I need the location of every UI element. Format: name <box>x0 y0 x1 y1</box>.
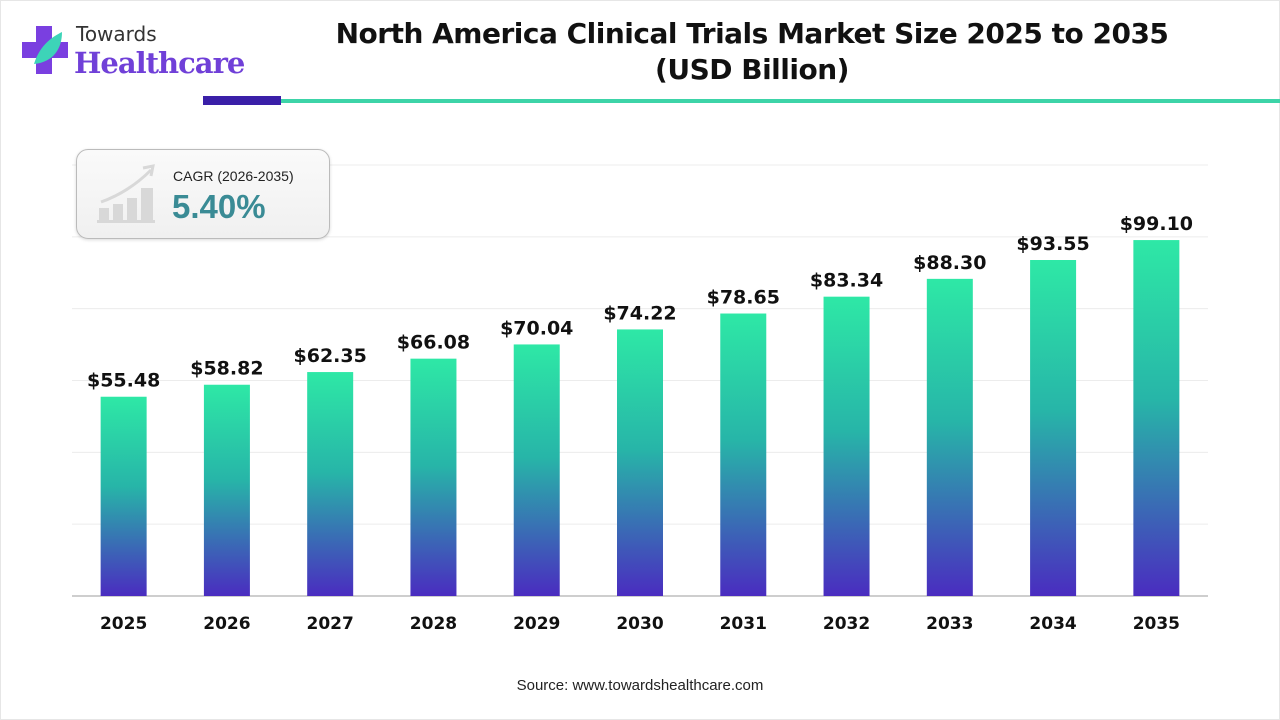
x-tick-label: 2029 <box>513 614 560 634</box>
logo: Towards Healthcare <box>20 22 245 83</box>
x-tick-label: 2030 <box>616 614 663 634</box>
cagr-box: CAGR (2026-2035) 5.40% <box>76 149 330 239</box>
data-label-2028: $66.08 <box>397 332 470 354</box>
logo-text-towards: Towards <box>76 22 157 46</box>
growth-chart-icon <box>97 164 155 223</box>
data-label-2033: $88.30 <box>913 252 986 274</box>
bar-2026 <box>203 384 250 596</box>
x-tick-label: 2027 <box>307 614 354 634</box>
title-line: North America Clinical Trials Market Siz… <box>335 17 1169 50</box>
data-label-2026: $58.82 <box>190 358 263 380</box>
chart-title: North America Clinical Trials Market Siz… <box>300 16 1204 88</box>
x-tick-label: 2025 <box>100 614 147 634</box>
title-underline-dark <box>203 96 281 105</box>
bar-2027 <box>307 372 354 596</box>
bar-2034 <box>1030 259 1077 596</box>
subtitle-line: (USD Billion) <box>655 53 849 86</box>
data-label-2027: $62.35 <box>294 345 367 367</box>
data-label-2029: $70.04 <box>500 317 573 339</box>
x-tick-label: 2028 <box>410 614 457 634</box>
bar-2035 <box>1133 240 1180 596</box>
bar-2030 <box>617 329 663 596</box>
bar-2029 <box>513 344 560 596</box>
x-tick-label: 2033 <box>926 614 973 634</box>
data-label-2030: $74.22 <box>603 302 676 324</box>
bar-2028 <box>410 358 457 596</box>
bar-2025 <box>100 396 147 596</box>
logo-text-healthcare: Healthcare <box>74 46 245 80</box>
bar-2033 <box>926 278 973 596</box>
x-tick-label: 2035 <box>1133 614 1180 634</box>
data-label-2035: $99.10 <box>1120 213 1193 235</box>
cagr-value: 5.40% <box>172 188 266 225</box>
bar-2032 <box>823 296 870 596</box>
data-label-2025: $55.48 <box>87 370 160 392</box>
cagr-label: CAGR (2026-2035) <box>173 168 294 184</box>
x-tick-label: 2032 <box>823 614 870 634</box>
bar-2031 <box>720 313 767 596</box>
data-label-2031: $78.65 <box>707 287 780 309</box>
x-tick-label: 2034 <box>1029 614 1076 634</box>
x-tick-label: 2031 <box>720 614 767 634</box>
data-label-2034: $93.55 <box>1016 233 1089 255</box>
x-tick-label: 2026 <box>203 614 250 634</box>
medical-cross-leaf-icon <box>22 26 68 74</box>
source-note: Source: www.towardshealthcare.com <box>516 677 764 694</box>
title-underline-teal <box>281 99 1280 103</box>
data-label-2032: $83.34 <box>810 270 883 292</box>
